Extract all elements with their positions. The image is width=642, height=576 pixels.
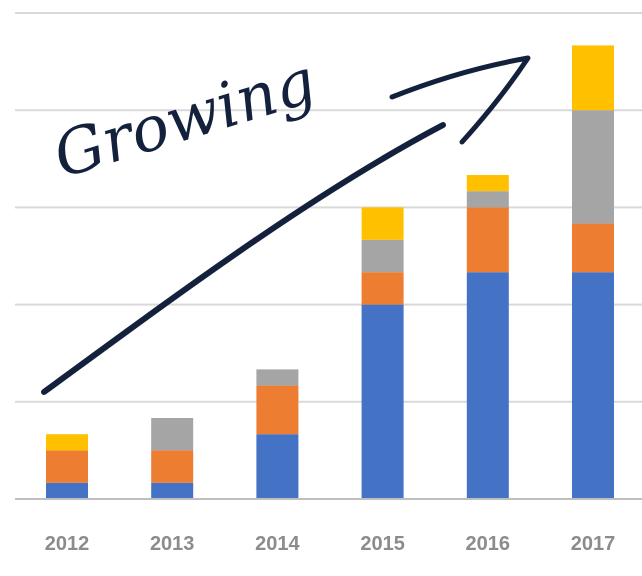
gridlines — [15, 12, 642, 403]
bar-segment-2015-series-4 — [361, 207, 404, 240]
x-tick-label: 2017 — [571, 533, 616, 555]
bar-segment-2015-series-1 — [361, 304, 404, 499]
x-tick-label: 2014 — [255, 533, 300, 555]
growing-annotation: Growing — [45, 44, 324, 192]
bar-segment-2017-series-4 — [572, 45, 614, 111]
x-tick-label: 2012 — [45, 533, 90, 555]
bar-segment-2012-series-4 — [46, 434, 88, 451]
bar-segment-2017-series-2 — [572, 223, 614, 273]
bar-segment-2013-series-1 — [151, 482, 194, 499]
bar-segment-2013-series-2 — [151, 450, 194, 483]
bar-segment-2014-series-2 — [256, 385, 299, 435]
bar-segment-2014-series-3 — [256, 369, 299, 386]
x-tick-label: 2016 — [466, 533, 511, 555]
growth-arrow — [41, 55, 531, 395]
bar-segment-2017-series-1 — [572, 272, 614, 499]
bar-stacks — [46, 45, 614, 499]
x-tick-label: 2013 — [150, 533, 195, 555]
arrow-head — [389, 55, 531, 145]
bar-segment-2012-series-1 — [46, 482, 88, 499]
bar-segment-2016-series-1 — [466, 272, 509, 499]
x-tick-labels: 2012 2013 2014 2015 2016 2017 — [45, 533, 616, 555]
bar-segment-2012-series-2 — [46, 450, 88, 483]
bar-segment-2015-series-2 — [361, 272, 404, 305]
x-tick-label: 2015 — [360, 533, 405, 555]
bar-segment-2017-series-3 — [572, 110, 614, 224]
bar-segment-2013-series-3 — [151, 418, 194, 451]
bar-segment-2016-series-2 — [466, 207, 509, 273]
bar-segment-2015-series-3 — [361, 239, 404, 273]
bar-segment-2014-series-1 — [256, 434, 299, 499]
bar-segment-2016-series-4 — [466, 175, 509, 192]
bar-segment-2016-series-3 — [466, 191, 509, 208]
arrow-shaft — [41, 122, 446, 395]
